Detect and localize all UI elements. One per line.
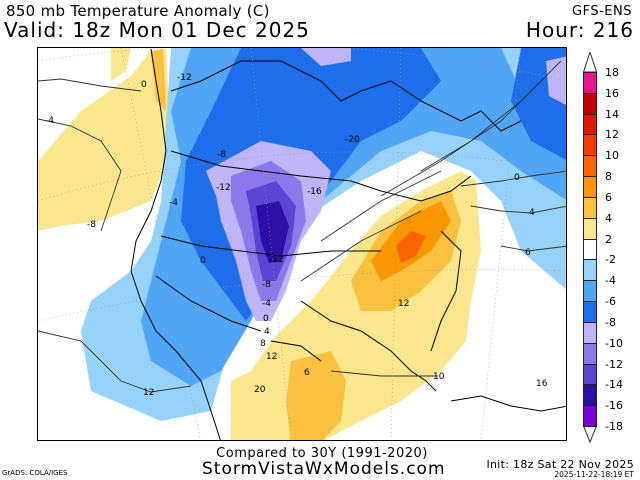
svg-text:-16: -16 xyxy=(307,187,322,197)
chart-title: 850 mb Temperature Anomaly (C) xyxy=(6,2,270,20)
grads-credit: GrADS: COLA/IGES xyxy=(2,469,68,477)
svg-text:-12: -12 xyxy=(177,73,192,83)
colorbar-swatch xyxy=(583,363,597,386)
init-time: Init: 18z Sat 22 Nov 2025 xyxy=(486,458,634,471)
colorbar-label: -12 xyxy=(605,357,623,371)
svg-text:-20: -20 xyxy=(345,135,360,145)
svg-text:0: 0 xyxy=(141,80,147,90)
svg-text:-12: -12 xyxy=(269,255,284,265)
colorbar-label: 2 xyxy=(605,232,612,246)
colorbar-swatch xyxy=(583,342,597,365)
colorbar-swatch xyxy=(583,196,597,219)
colorbar-label: -2 xyxy=(605,253,616,267)
colorbar-swatch xyxy=(583,321,597,344)
colorbar-swatch xyxy=(583,301,597,323)
svg-text:6: 6 xyxy=(304,368,310,378)
colorbar-arrows xyxy=(583,52,598,444)
svg-text:10: 10 xyxy=(433,372,445,382)
colorbar-label: -8 xyxy=(605,315,616,329)
colorbar-label: 16 xyxy=(605,86,619,100)
svg-text:0: 0 xyxy=(200,256,206,266)
colorbar-swatch xyxy=(583,155,597,178)
svg-text:4: 4 xyxy=(529,208,535,218)
colorbar-swatch xyxy=(583,92,597,115)
colorbar-swatch xyxy=(583,72,597,94)
anomaly-map: -12 0 -4 -8 -20 -12 -16 -4 0 4 -8 0 -12 … xyxy=(37,47,567,441)
site-name: StormVistaWxModels.com xyxy=(202,459,446,479)
generated-timestamp: 2025-11-22-18:19 ET xyxy=(554,470,634,479)
colorbar-swatch xyxy=(583,238,597,261)
colorbar-swatch xyxy=(583,113,597,136)
svg-text:-4: -4 xyxy=(45,116,54,126)
svg-text:4: 4 xyxy=(264,327,270,337)
svg-text:6: 6 xyxy=(525,248,531,258)
colorbar-label: 6 xyxy=(605,190,612,204)
colorbar-label: 8 xyxy=(605,170,612,184)
climatology-note: Compared to 30Y (1991-2020) xyxy=(216,446,428,461)
colorbar-swatch xyxy=(583,217,597,240)
model-name: GFS-ENS xyxy=(572,4,632,19)
valid-time: Valid: 18z Mon 01 Dec 2025 xyxy=(4,18,310,42)
svg-text:20: 20 xyxy=(254,385,266,395)
colorbar-label: 4 xyxy=(605,211,612,225)
svg-text:8: 8 xyxy=(260,339,266,349)
colorbar-swatch xyxy=(583,134,597,157)
colorbar-label: 18 xyxy=(605,66,619,79)
colorbar-label: -16 xyxy=(605,399,623,413)
svg-text:12: 12 xyxy=(266,352,277,362)
svg-text:0: 0 xyxy=(514,173,520,183)
svg-text:-8: -8 xyxy=(87,220,96,230)
svg-text:-8: -8 xyxy=(217,150,226,160)
colorbar-swatch xyxy=(583,384,597,407)
colorbar-label: 14 xyxy=(605,107,619,121)
svg-text:-12: -12 xyxy=(216,183,231,193)
anomaly-field: -12 0 -4 -8 -20 -12 -16 -4 0 4 -8 0 -12 … xyxy=(38,48,566,440)
svg-text:0: 0 xyxy=(263,314,269,324)
contour-labels: -12 0 -4 -8 -20 -12 -16 -4 0 4 -8 0 -12 … xyxy=(45,73,548,398)
svg-text:-4: -4 xyxy=(169,198,178,208)
colorbar-swatch xyxy=(583,280,597,303)
svg-text:16: 16 xyxy=(536,379,548,389)
colorbar-label: 12 xyxy=(605,128,619,142)
colorbar-label: -18 xyxy=(605,420,623,433)
colorbar-label: -6 xyxy=(605,295,616,309)
forecast-hour: Hour: 216 xyxy=(525,18,634,42)
colorbar-swatch xyxy=(583,259,597,282)
svg-text:-8: -8 xyxy=(262,280,271,290)
svg-text:12: 12 xyxy=(143,388,154,398)
colorbar-swatch xyxy=(583,405,597,427)
colorbar-label: -14 xyxy=(605,378,623,392)
colorbar-label: -10 xyxy=(605,336,623,350)
svg-text:-4: -4 xyxy=(262,299,271,309)
colorbar-label: -4 xyxy=(605,274,616,288)
colorbar-swatch xyxy=(583,176,597,198)
colorbar-label: 10 xyxy=(605,149,619,163)
svg-text:12: 12 xyxy=(398,299,409,309)
